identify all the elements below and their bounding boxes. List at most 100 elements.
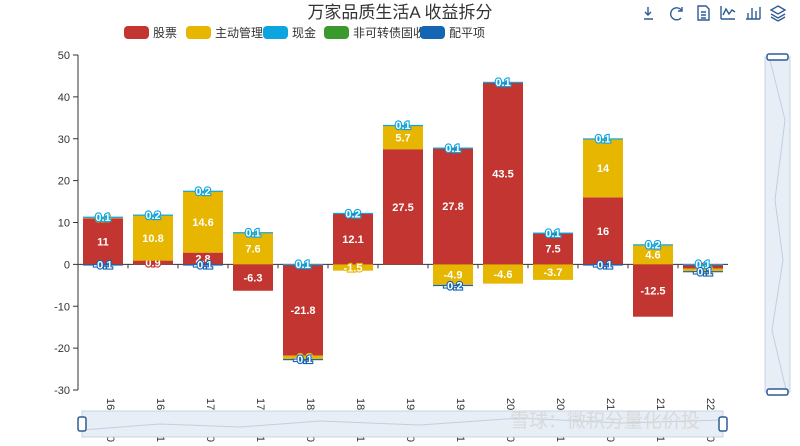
bar-segment[interactable]: [683, 271, 723, 273]
bar-data-label: 0.3: [95, 213, 110, 225]
bar-data-label: -0.1: [594, 260, 613, 272]
bar-data-label: 0.2: [345, 208, 360, 220]
y-zoom-track[interactable]: [764, 56, 791, 393]
bar-segment[interactable]: [83, 216, 123, 218]
legend-label: 配平项: [449, 26, 485, 40]
line-chart-icon[interactable]: [720, 6, 736, 20]
watermark: 雪球：微积分量化价投: [510, 410, 700, 432]
download-icon[interactable]: [644, 7, 653, 20]
bar-data-label: 16: [597, 226, 609, 238]
y-tick-label: 10: [58, 218, 70, 230]
bar-data-label: -1.5: [344, 263, 363, 275]
bar-data-label: 0.1: [295, 259, 310, 271]
bar-segment[interactable]: [383, 149, 423, 265]
bar-segment[interactable]: [283, 263, 323, 266]
refresh-icon[interactable]: [670, 7, 683, 21]
bar-data-label: 2.8: [195, 254, 210, 266]
bar-segment[interactable]: [583, 264, 623, 266]
bar-segment[interactable]: [383, 125, 423, 150]
bar-data-label: -0.2: [444, 280, 463, 292]
bar-segment[interactable]: [83, 264, 123, 266]
bar-segment[interactable]: [583, 197, 623, 265]
bar-segment[interactable]: [533, 264, 573, 280]
legend-item-3[interactable]: 非可转债固收: [324, 25, 425, 40]
bar-data-label: -0.1: [294, 354, 313, 366]
bar-data-label: -0.1: [94, 260, 113, 272]
bar-segment[interactable]: [233, 264, 273, 291]
bar-segment[interactable]: [433, 284, 473, 287]
y-tick-label: -20: [54, 343, 70, 355]
bar-data-label: -4.6: [494, 269, 513, 281]
bar-data-label: 0.2: [645, 240, 660, 252]
bar-segment[interactable]: [633, 264, 673, 317]
bar-segment[interactable]: [333, 213, 373, 265]
bar-data-label: 0.1: [545, 228, 560, 240]
y-zoom-slider[interactable]: [764, 53, 791, 396]
bar-data-label: 0.2: [195, 186, 210, 198]
stack-icon[interactable]: [769, 5, 787, 22]
bar-segment[interactable]: [433, 147, 473, 149]
bar-segment[interactable]: [133, 260, 173, 265]
y-axis: -30 -20 -10 0 10 20 30 40 50: [54, 50, 79, 397]
bar-data-label: 14: [597, 163, 610, 175]
bar-segment[interactable]: [633, 245, 673, 265]
chart-title: 万家品质生活A 收益拆分: [307, 3, 492, 22]
bar-segment[interactable]: [433, 147, 473, 265]
bar-segment[interactable]: [633, 244, 673, 246]
bar-data-label: -0.1: [194, 260, 213, 272]
bar-segment[interactable]: [533, 232, 573, 265]
bar-segment[interactable]: [183, 252, 223, 265]
bar-data-label: -12.5: [640, 286, 665, 298]
toolbox[interactable]: [644, 5, 787, 22]
data-view-icon[interactable]: [697, 5, 710, 21]
legend[interactable]: 股票 主动管理 现金 非可转债固收 配平项: [124, 25, 485, 40]
bar-data-label: 4.6: [645, 250, 660, 262]
legend-swatch: [263, 26, 288, 39]
bar-data-label: 27.5: [392, 202, 413, 214]
y-zoom-handle-bottom[interactable]: [766, 388, 789, 396]
bar-data-label: 11: [97, 236, 109, 248]
bar-segment[interactable]: [683, 264, 723, 269]
bar-segment[interactable]: [183, 191, 223, 253]
bar-segment[interactable]: [283, 355, 323, 360]
x-zoom-handle-right[interactable]: [718, 416, 728, 432]
y-zoom-handle-top[interactable]: [766, 53, 789, 61]
x-zoom-slider[interactable]: [77, 410, 728, 438]
bar-segment[interactable]: [83, 218, 123, 265]
legend-item-2[interactable]: 现金: [263, 25, 316, 40]
bar-segment[interactable]: [283, 359, 323, 361]
bar-segment[interactable]: [233, 232, 273, 265]
bar-data-label: -3.7: [544, 267, 563, 279]
bar-segment[interactable]: [483, 264, 523, 284]
y-tick-label: -10: [54, 301, 70, 313]
bar-segment[interactable]: [383, 124, 423, 127]
legend-label: 主动管理: [215, 25, 263, 40]
bar-segment[interactable]: [483, 81, 523, 83]
bar-segment[interactable]: [333, 212, 373, 215]
legend-item-1[interactable]: 主动管理: [186, 25, 263, 40]
bar-segment[interactable]: [683, 268, 723, 272]
x-zoom-handle-left[interactable]: [77, 416, 87, 432]
bars[interactable]: 110.30.1-0.1 0.910.80.22.814.60.2-0.1-6.3…: [83, 76, 723, 367]
bar-segment[interactable]: [583, 138, 623, 198]
bar-segment[interactable]: [283, 264, 323, 356]
bar-segment[interactable]: [533, 232, 573, 234]
legend-item-0[interactable]: 股票: [124, 26, 177, 40]
bar-segment[interactable]: [133, 214, 173, 216]
bar-chart-icon[interactable]: [746, 7, 761, 20]
legend-item-4[interactable]: 配平项: [420, 26, 485, 40]
bar-segment[interactable]: [483, 82, 523, 265]
bar-segment[interactable]: [233, 232, 273, 234]
bar-segment[interactable]: [433, 264, 473, 285]
bar-segment[interactable]: [333, 264, 373, 271]
bar-segment[interactable]: [683, 263, 723, 266]
bar-segment[interactable]: [583, 138, 623, 140]
legend-label: 股票: [153, 26, 177, 40]
bar-segment[interactable]: [183, 264, 223, 266]
bar-data-label: 27.8: [442, 201, 463, 213]
bar-segment[interactable]: [133, 215, 173, 261]
bar-data-label: 0.1: [595, 134, 610, 146]
bar-segment[interactable]: [183, 190, 223, 192]
legend-swatch: [124, 26, 149, 39]
